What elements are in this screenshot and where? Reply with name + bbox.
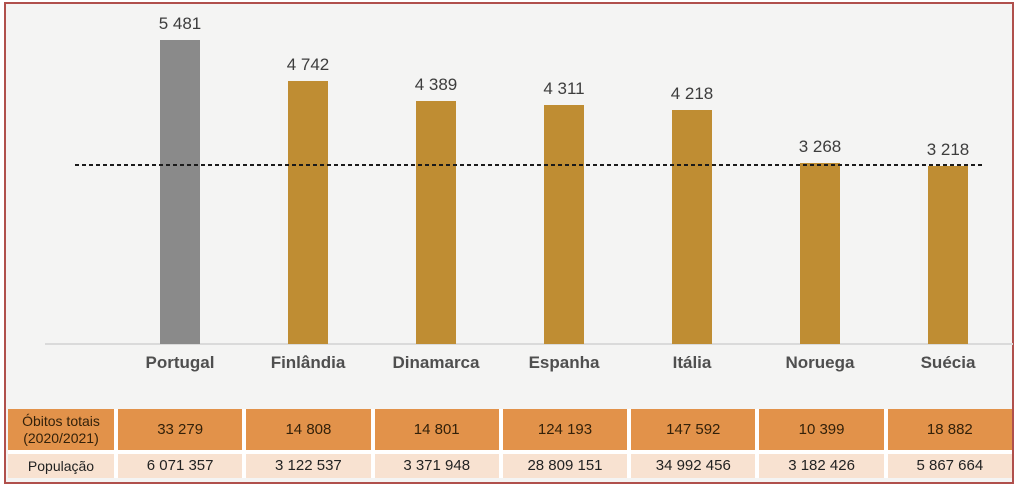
bar-suécia <box>928 166 968 344</box>
bar-value-label: 3 218 <box>926 140 970 159</box>
table-cell: 10 399 <box>759 409 884 450</box>
bar-itália <box>672 110 712 344</box>
table-row-label: População <box>8 454 114 478</box>
category-label: Finlândia <box>270 353 346 372</box>
table-cell: 124 193 <box>502 409 628 450</box>
bar-value-label: 4 218 <box>670 84 714 103</box>
bar-portugal <box>160 40 200 344</box>
table-cell: 33 279 <box>118 409 243 450</box>
table-cell: 28 809 151 <box>502 454 628 478</box>
table-cell: 6 071 357 <box>118 454 243 478</box>
table-cell: 3 122 537 <box>246 454 371 478</box>
table-cell: 147 592 <box>631 409 756 450</box>
category-label: Espanha <box>528 353 600 372</box>
category-label: Noruega <box>785 353 855 372</box>
category-label: Portugal <box>145 353 215 372</box>
bar-value-label: 5 481 <box>158 14 202 33</box>
x-axis-line <box>45 343 1013 345</box>
table-row-label: Óbitos totais (2020/2021) <box>8 409 114 450</box>
data-table: Óbitos totais (2020/2021) 33 279 14 808 14 … <box>8 409 1012 478</box>
table-cell: 34 992 456 <box>631 454 756 478</box>
bar-espanha <box>544 105 584 344</box>
reference-dashed-line <box>75 164 983 166</box>
bar-finlândia <box>288 81 328 344</box>
category-label: Dinamarca <box>392 353 480 372</box>
bar-noruega <box>800 163 840 344</box>
table-cell: 14 801 <box>374 409 499 450</box>
bar-value-label: 3 268 <box>798 137 842 156</box>
table-cell: 3 371 948 <box>374 454 499 478</box>
table-cell: 5 867 664 <box>887 454 1012 478</box>
bar-value-label: 4 742 <box>286 55 330 74</box>
bar-value-label: 4 389 <box>414 75 458 94</box>
table-cell: 3 182 426 <box>759 454 884 478</box>
table-cell: 18 882 <box>887 409 1012 450</box>
category-label: Suécia <box>920 353 976 372</box>
table-cell: 14 808 <box>246 409 371 450</box>
bar-value-label: 4 311 <box>543 79 585 98</box>
category-label: Itália <box>672 353 712 372</box>
bar-dinamarca <box>416 101 456 344</box>
